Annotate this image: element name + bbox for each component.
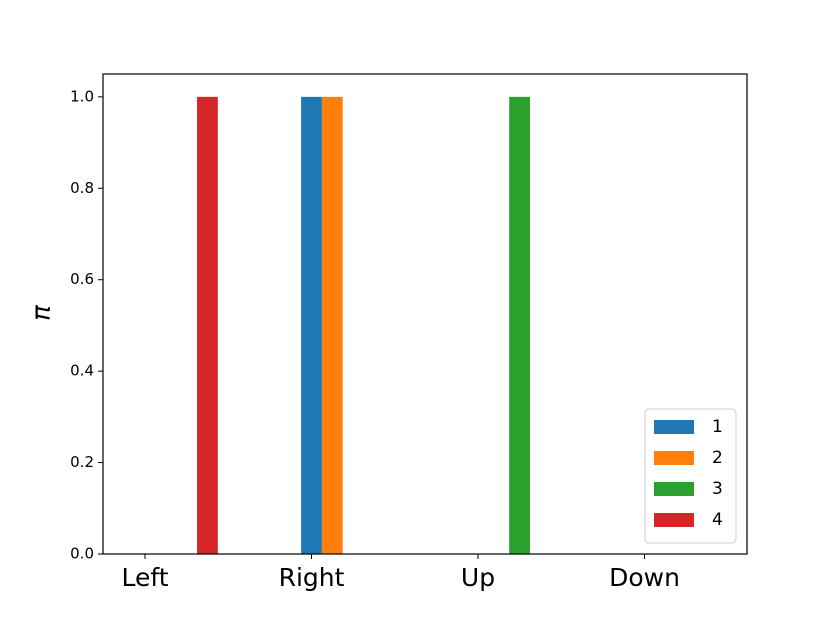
x-tick-label: Left [121, 563, 168, 592]
y-tick-label: 0.2 [70, 453, 94, 471]
bar [321, 96, 343, 554]
legend-label: 1 [712, 417, 723, 437]
legend-label: 2 [712, 448, 723, 468]
y-tick-label: 0.8 [70, 179, 94, 197]
y-tick-label: 1.0 [70, 87, 94, 105]
plot-frame [102, 73, 748, 555]
y-tick-label: 0.4 [70, 362, 94, 380]
legend-label: 3 [712, 479, 723, 499]
legend-label: 4 [712, 510, 723, 530]
bar [197, 96, 218, 554]
legend-swatch [654, 451, 694, 465]
y-axis-label: π [27, 305, 57, 321]
x-tick-label: Right [279, 563, 345, 592]
x-tick-label: Down [609, 563, 680, 592]
x-tick-label: Up [461, 563, 495, 592]
legend-box [644, 408, 737, 544]
legend-swatch [654, 513, 694, 527]
legend-swatch [654, 482, 694, 496]
legend-swatch [654, 420, 694, 434]
y-tick-label: 0.6 [70, 270, 94, 288]
bar [301, 96, 322, 554]
bar [509, 96, 531, 554]
y-tick-label: 0.0 [70, 545, 94, 563]
